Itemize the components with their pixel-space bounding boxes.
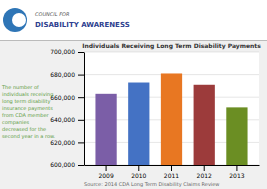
tick-mark bbox=[78, 120, 84, 121]
annotation-line: second year in a row. bbox=[2, 133, 56, 140]
grid-line bbox=[84, 52, 259, 53]
divider bbox=[0, 40, 267, 41]
header bbox=[0, 0, 267, 40]
tick: 640,000 bbox=[50, 116, 84, 123]
tick-label: 2011 bbox=[164, 172, 179, 179]
tick-mark bbox=[171, 165, 172, 171]
logo bbox=[3, 8, 27, 32]
bars bbox=[95, 73, 247, 165]
tick-label: 2013 bbox=[229, 172, 244, 179]
axis-line bbox=[84, 53, 85, 166]
annotation: The number ofindividuals receivinglong t… bbox=[1, 84, 56, 140]
annotation-line: long term disability bbox=[2, 98, 50, 105]
annotation-line: from CDA member bbox=[2, 112, 50, 118]
grid bbox=[84, 52, 259, 165]
annotation-line: insurance payments bbox=[2, 105, 53, 112]
tick: 600,000 bbox=[50, 161, 84, 168]
bar bbox=[161, 73, 182, 165]
title: Individuals Receiving Long Term Disabili… bbox=[82, 42, 261, 50]
annotation-line: The number of bbox=[1, 84, 39, 90]
tick-mark bbox=[78, 142, 84, 143]
tick-mark bbox=[204, 165, 205, 171]
annotation-line: companies bbox=[2, 119, 30, 126]
bar bbox=[194, 85, 215, 165]
tick-mark bbox=[78, 75, 84, 76]
tick: 2009 bbox=[98, 165, 113, 179]
tick-label: 620,000 bbox=[50, 139, 75, 146]
bar bbox=[128, 83, 149, 165]
tick: 2011 bbox=[164, 165, 179, 179]
tick-mark bbox=[138, 165, 139, 171]
logo-text: DISABILITY AWARENESS bbox=[35, 21, 130, 29]
y-axis: 600,000 620,000 640,000 660,000 680,000 700,0… bbox=[50, 48, 84, 168]
tick: 660,000 bbox=[50, 94, 84, 101]
x-axis: 2009 2010 2011 2012 2013 bbox=[85, 165, 260, 179]
annotation-line: individuals receiving bbox=[2, 91, 53, 98]
tick-label: 660,000 bbox=[50, 94, 75, 101]
bar bbox=[226, 107, 247, 165]
bar bbox=[95, 94, 116, 165]
tick-mark bbox=[78, 52, 84, 53]
tick-label: 680,000 bbox=[50, 71, 75, 78]
plot: 600,000 620,000 640,000 660,000 680,000 700,0… bbox=[50, 48, 259, 179]
tick-label: 600,000 bbox=[50, 161, 75, 168]
tick: 2012 bbox=[197, 165, 212, 179]
tick-mark bbox=[78, 165, 84, 166]
tick-label: 2010 bbox=[131, 172, 146, 179]
tick: 620,000 bbox=[50, 139, 84, 146]
tick: 680,000 bbox=[50, 71, 84, 78]
plot-background bbox=[84, 52, 259, 165]
tick-label: 700,000 bbox=[50, 48, 75, 55]
tick-label: 640,000 bbox=[50, 116, 75, 123]
tick: 700,000 bbox=[50, 48, 84, 55]
logo-text: COUNCIL FOR bbox=[35, 11, 69, 17]
tick-mark bbox=[106, 165, 107, 171]
tick-label: 2009 bbox=[98, 172, 113, 179]
tick-label: 2012 bbox=[197, 172, 212, 179]
chart: COUNCIL FOR DISABILITY AWARENESS Individua… bbox=[0, 0, 267, 189]
tick: 2013 bbox=[229, 165, 244, 179]
tick-mark bbox=[236, 165, 237, 171]
tick-mark bbox=[78, 97, 84, 98]
annotation-line: decreased for the bbox=[2, 126, 46, 132]
source: Source: 2014 CDA Long Term Disability Cl… bbox=[84, 181, 219, 188]
logo bbox=[12, 13, 26, 27]
tick: 2010 bbox=[131, 165, 146, 179]
